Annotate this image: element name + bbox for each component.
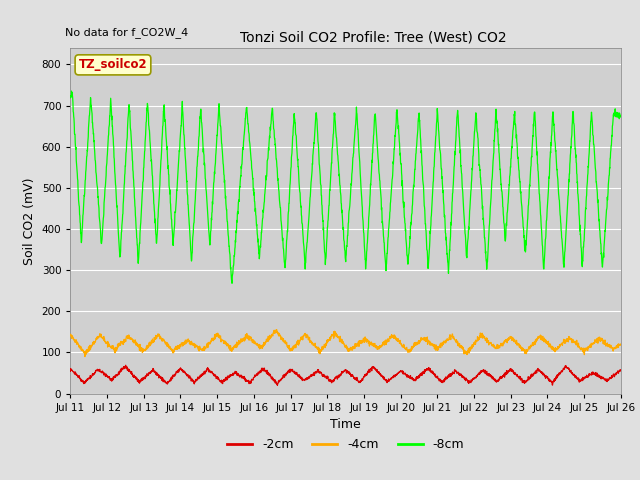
Text: TZ_soilco2: TZ_soilco2 (79, 59, 147, 72)
X-axis label: Time: Time (330, 418, 361, 431)
Title: Tonzi Soil CO2 Profile: Tree (West) CO2: Tonzi Soil CO2 Profile: Tree (West) CO2 (240, 30, 506, 44)
Y-axis label: Soil CO2 (mV): Soil CO2 (mV) (23, 177, 36, 264)
Legend: -2cm, -4cm, -8cm: -2cm, -4cm, -8cm (222, 433, 469, 456)
Text: No data for f_CO2W_4: No data for f_CO2W_4 (65, 27, 188, 38)
